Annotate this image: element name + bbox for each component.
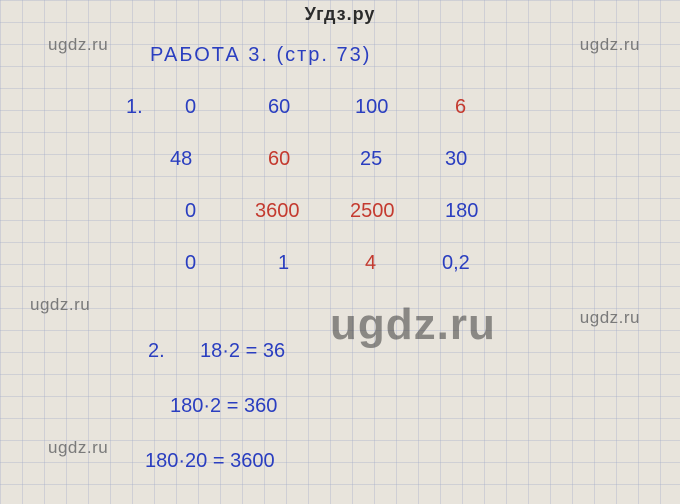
watermark-big: ugdz.ru [330,300,496,350]
r1-b: 60 [268,96,290,119]
r3-a: 0 [185,200,196,223]
r3-d: 180 [445,200,478,223]
work-title: РАБОТА 3. (стр. 73) [150,44,371,67]
r1-c: 100 [355,96,388,119]
watermark-bottom-left: ugdz.ru [48,438,108,458]
r2-b: 60 [268,148,290,171]
watermark-mid-right: ugdz.ru [580,308,640,328]
watermark-top-left: ugdz.ru [48,35,108,55]
q2-line3: 180·20 = 3600 [145,450,275,473]
r2-d: 30 [445,148,467,171]
r4-b: 1 [278,252,289,275]
r4-c: 4 [365,252,376,275]
r1-d: 6 [455,96,466,119]
r3-c: 2500 [350,200,395,223]
paper-background: Угдз.ру ugdz.ru ugdz.ru ugdz.ru ugdz.ru … [0,0,680,504]
r4-d: 0,2 [442,252,470,275]
r3-b: 3600 [255,200,300,223]
watermark-mid-left: ugdz.ru [30,295,90,315]
r1-a: 0 [185,96,196,119]
q2-line1: 18·2 = 36 [200,340,285,363]
q1-number: 1. [126,96,143,119]
q2-line2: 180·2 = 360 [170,395,277,418]
site-header: Угдз.ру [0,4,680,25]
r2-a: 48 [170,148,192,171]
r2-c: 25 [360,148,382,171]
watermark-top-right: ugdz.ru [580,35,640,55]
r4-a: 0 [185,252,196,275]
q2-number: 2. [148,340,165,363]
grid-overlay [0,0,680,504]
